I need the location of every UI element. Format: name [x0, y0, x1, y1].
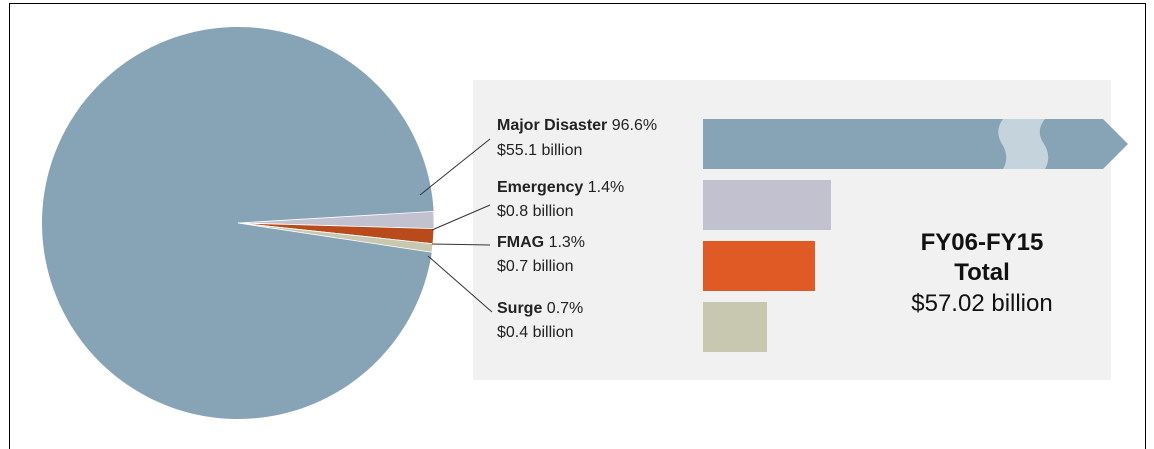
bar-fmag	[703, 241, 815, 291]
bar-emergency	[703, 180, 831, 230]
leader-lines	[419, 138, 493, 313]
chart-frame	[9, 3, 1146, 449]
label-major-disaster: Major Disaster 96.6%	[497, 117, 657, 134]
leader-line-surge	[427, 255, 493, 313]
amount-emergency: $0.8 billion	[497, 203, 574, 220]
leader-line-fmag	[431, 243, 491, 246]
label-emergency: Emergency 1.4%	[497, 179, 624, 196]
label-fmag: FMAG 1.3%	[497, 234, 585, 251]
amount-major-disaster: $55.1 billion	[497, 142, 582, 159]
slice-labels: Major Disaster 96.6% $55.1 billion Emerg…	[497, 117, 657, 341]
amount-fmag: $0.7 billion	[497, 258, 574, 275]
bar-major-disaster	[703, 119, 1128, 169]
label-surge: Surge 0.7%	[497, 300, 583, 317]
pie-slice-major-disaster	[41, 27, 434, 420]
total-period: FY06-FY15	[921, 229, 1044, 256]
total-summary: FY06-FY15 Total $57.02 billion	[911, 229, 1052, 317]
leader-line-major-disaster	[419, 138, 491, 196]
total-title: Total	[954, 259, 1010, 286]
leader-line-emergency	[431, 204, 491, 231]
bar-break-marker	[998, 119, 1049, 169]
bar-surge	[703, 302, 767, 352]
amount-surge: $0.4 billion	[497, 324, 574, 341]
bar-chart	[703, 119, 1128, 352]
pie-chart	[41, 27, 435, 420]
total-amount: $57.02 billion	[911, 290, 1052, 317]
